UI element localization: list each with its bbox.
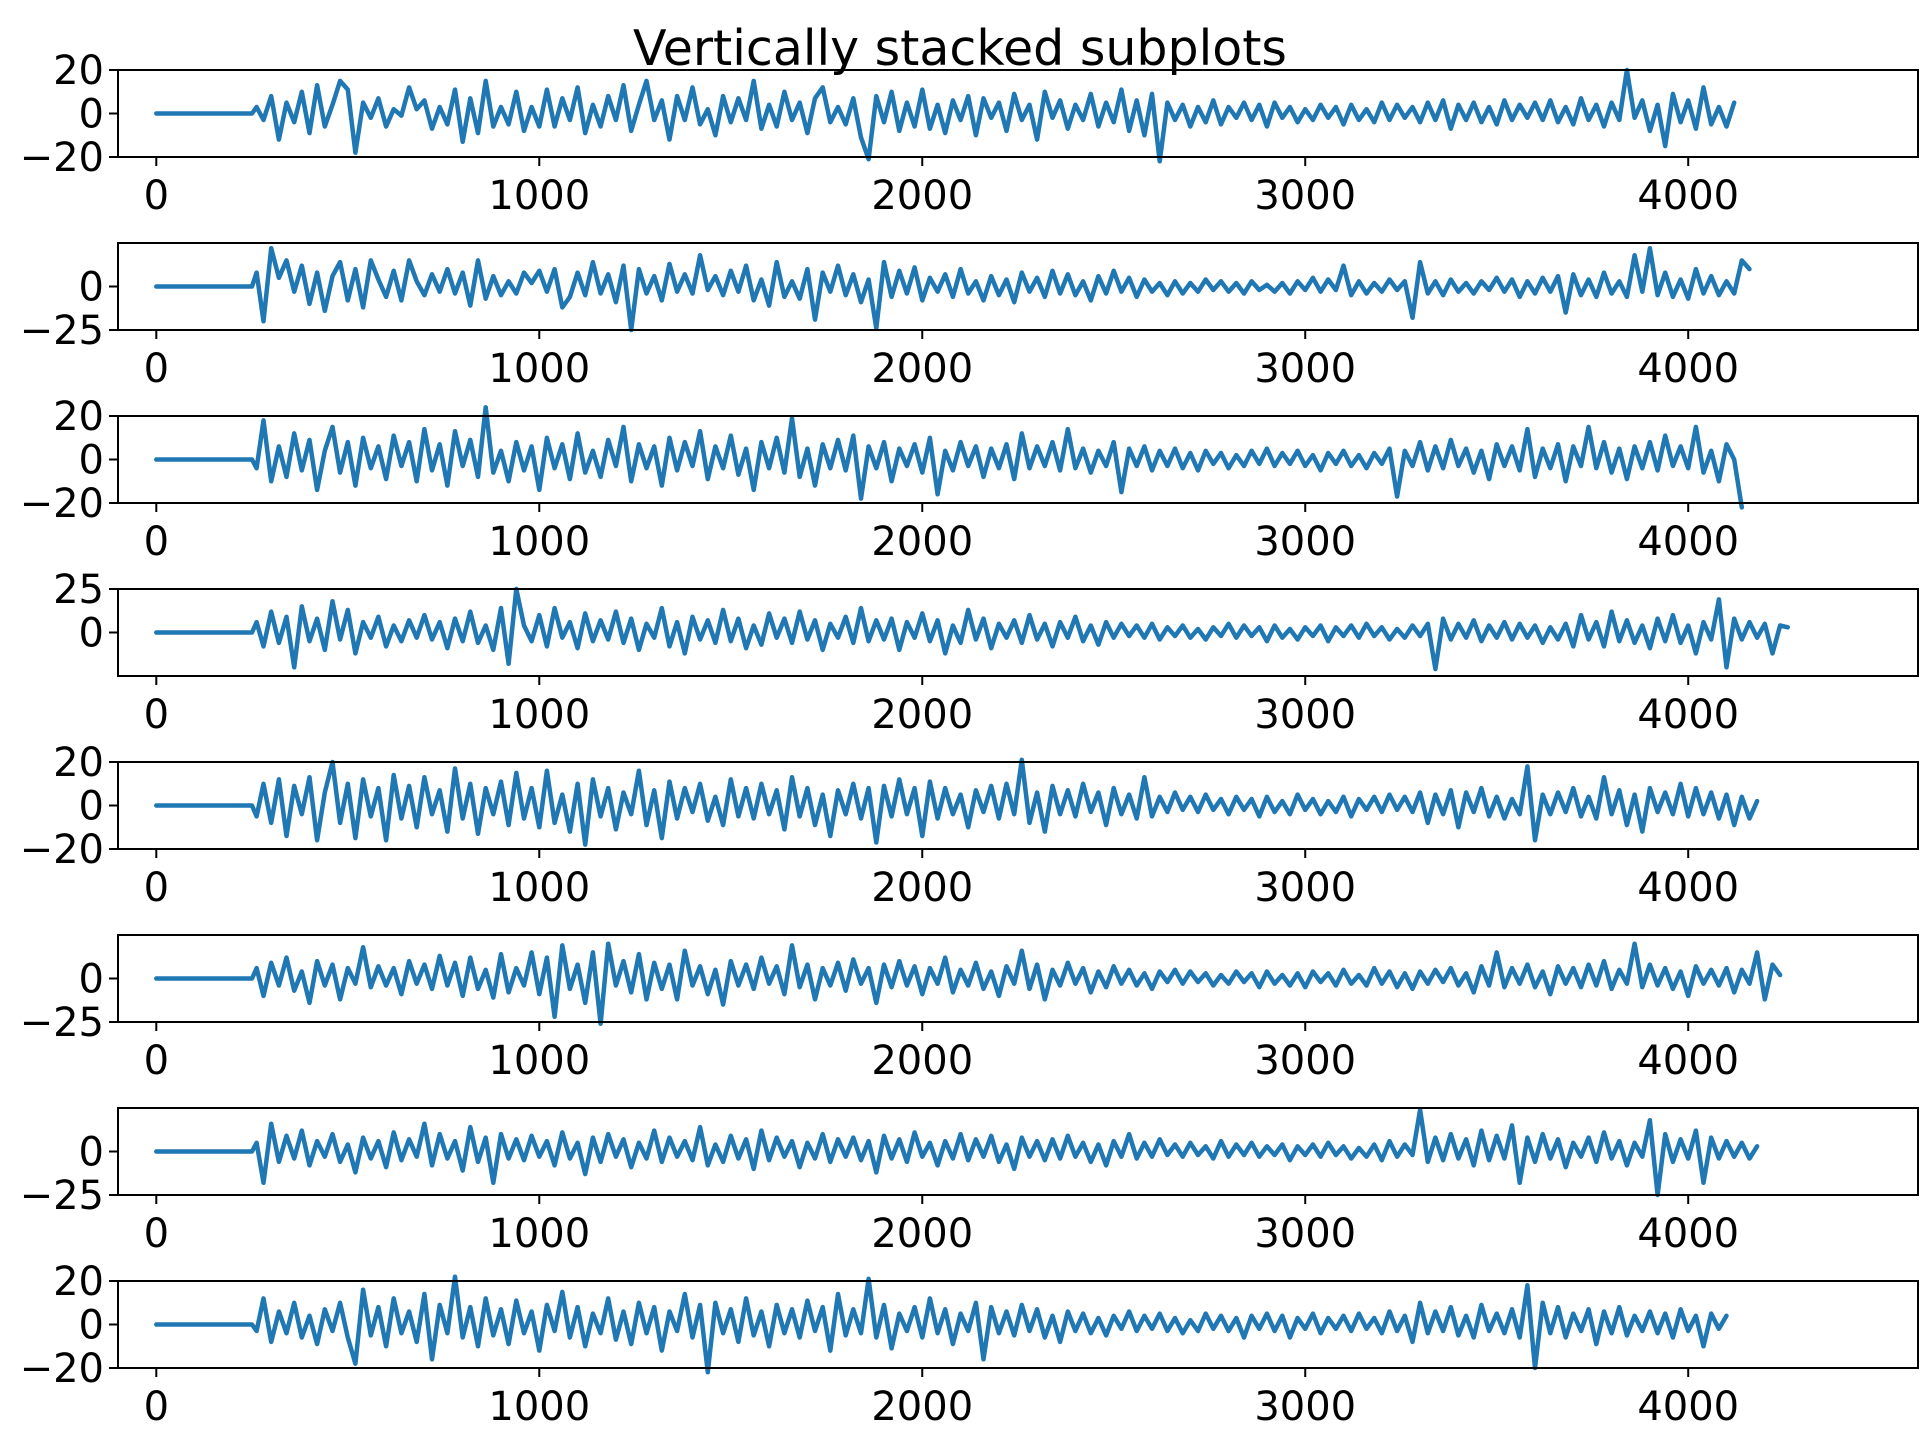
subplot-5-xtick-label-4000: 4000 [1637,865,1739,911]
subplot-8-xtick-label-1000: 1000 [488,1384,590,1430]
subplot-4-ytick-label-25: 25 [53,567,104,613]
subplot-4-xtick-label-4000: 4000 [1637,692,1739,738]
subplot-5-xtick-label-3000: 3000 [1254,865,1356,911]
subplot-5-xtick-label-0: 0 [144,865,169,911]
subplot-7-series-line [154,1107,1760,1198]
subplot-1-xtick-label-1000: 1000 [488,173,590,219]
subplot-7-xtick-label-3000: 3000 [1254,1211,1356,1257]
subplot-7-xtick-label-1000: 1000 [488,1211,590,1257]
subplot-6-xtick-label-4000: 4000 [1637,1038,1739,1084]
subplot-6-xtick-label-2000: 2000 [871,1038,973,1084]
subplot-2-xtick-label-2000: 2000 [871,346,973,392]
subplot-8-xtick-label-0: 0 [144,1384,169,1430]
subplot-3-xtick-label-4000: 4000 [1637,519,1739,565]
subplot-1-ytick-label--20: −20 [20,135,104,181]
subplot-1-xtick-label-2000: 2000 [871,173,973,219]
subplot-5-xtick-label-1000: 1000 [488,865,590,911]
subplot-1-ytick-label-20: 20 [53,48,104,94]
subplot-6-series-line [154,941,1783,1026]
subplot-2-xtick-label-1000: 1000 [488,346,590,392]
subplot-4-xtick-label-3000: 3000 [1254,692,1356,738]
subplot-2-xtick-label-3000: 3000 [1254,346,1356,392]
subplot-3-ytick-label--20: −20 [20,481,104,527]
subplot-5-ytick-label--20: −20 [20,827,104,873]
subplot-3-ytick-label-20: 20 [53,394,104,440]
subplot-8-xtick-label-3000: 3000 [1254,1384,1356,1430]
subplot-8-xtick-label-2000: 2000 [871,1384,973,1430]
subplot-4-series-line [154,586,1791,672]
subplot-7-xtick-label-2000: 2000 [871,1211,973,1257]
subplot-1-ytick-label-0: 0 [79,92,104,138]
subplot-6: 0 1000 2000 3000 4000−250 [20,934,1919,1084]
subplot-3-xtick-label-3000: 3000 [1254,519,1356,565]
subplot-3-xtick-label-1000: 1000 [488,519,590,565]
subplot-3-xtick-label-0: 0 [144,519,169,565]
figure-title: Vertically stacked subplots [633,20,1287,77]
subplot-3-xtick-label-2000: 2000 [871,519,973,565]
subplot-2-ytick-label--25: −25 [20,308,104,354]
subplot-3-series-line [154,405,1745,510]
subplot-6-ytick-label--25: −25 [20,1000,104,1046]
subplot-7-xtick-label-0: 0 [144,1211,169,1257]
subplot-4-ytick-label-0: 0 [79,611,104,657]
subplot-5-ytick-label-0: 0 [79,784,104,830]
subplot-3-ytick-label-0: 0 [79,438,104,484]
subplot-7: 0 1000 2000 3000 4000−250 [20,1107,1919,1257]
subplot-6-xtick-label-0: 0 [144,1038,169,1084]
subplot-2-ytick-label-0: 0 [79,265,104,311]
subplot-8-xtick-label-4000: 4000 [1637,1384,1739,1430]
subplot-2-series-line [154,245,1752,333]
subplot-2-xtick-label-4000: 4000 [1637,346,1739,392]
subplot-1-series-line [154,67,1737,164]
subplot-5-series-line [154,757,1760,847]
subplot-8-series-line [154,1274,1729,1375]
subplot-4-xtick-label-2000: 2000 [871,692,973,738]
subplot-8-ytick-label--20: −20 [20,1346,104,1392]
subplot-6-xtick-label-1000: 1000 [488,1038,590,1084]
subplot-5-xtick-label-2000: 2000 [871,865,973,911]
subplot-1-xtick-label-3000: 3000 [1254,173,1356,219]
subplot-6-xtick-label-3000: 3000 [1254,1038,1356,1084]
subplot-7-xtick-label-4000: 4000 [1637,1211,1739,1257]
subplot-1-xtick-label-4000: 4000 [1637,173,1739,219]
subplot-5-ytick-label-20: 20 [53,740,104,786]
subplot-7-ytick-label-0: 0 [79,1130,104,1176]
subplot-2: 0 1000 2000 3000 4000−250 [20,242,1919,392]
subplot-7-ytick-label--25: −25 [20,1173,104,1219]
subplot-8-ytick-label-0: 0 [79,1303,104,1349]
subplot-8-ytick-label-20: 20 [53,1259,104,1305]
subplot-1-xtick-label-0: 0 [144,173,169,219]
subplot-2-xtick-label-0: 0 [144,346,169,392]
subplot-4-xtick-label-0: 0 [144,692,169,738]
subplot-4-xtick-label-1000: 1000 [488,692,590,738]
subplot-6-ytick-label-0: 0 [79,957,104,1003]
